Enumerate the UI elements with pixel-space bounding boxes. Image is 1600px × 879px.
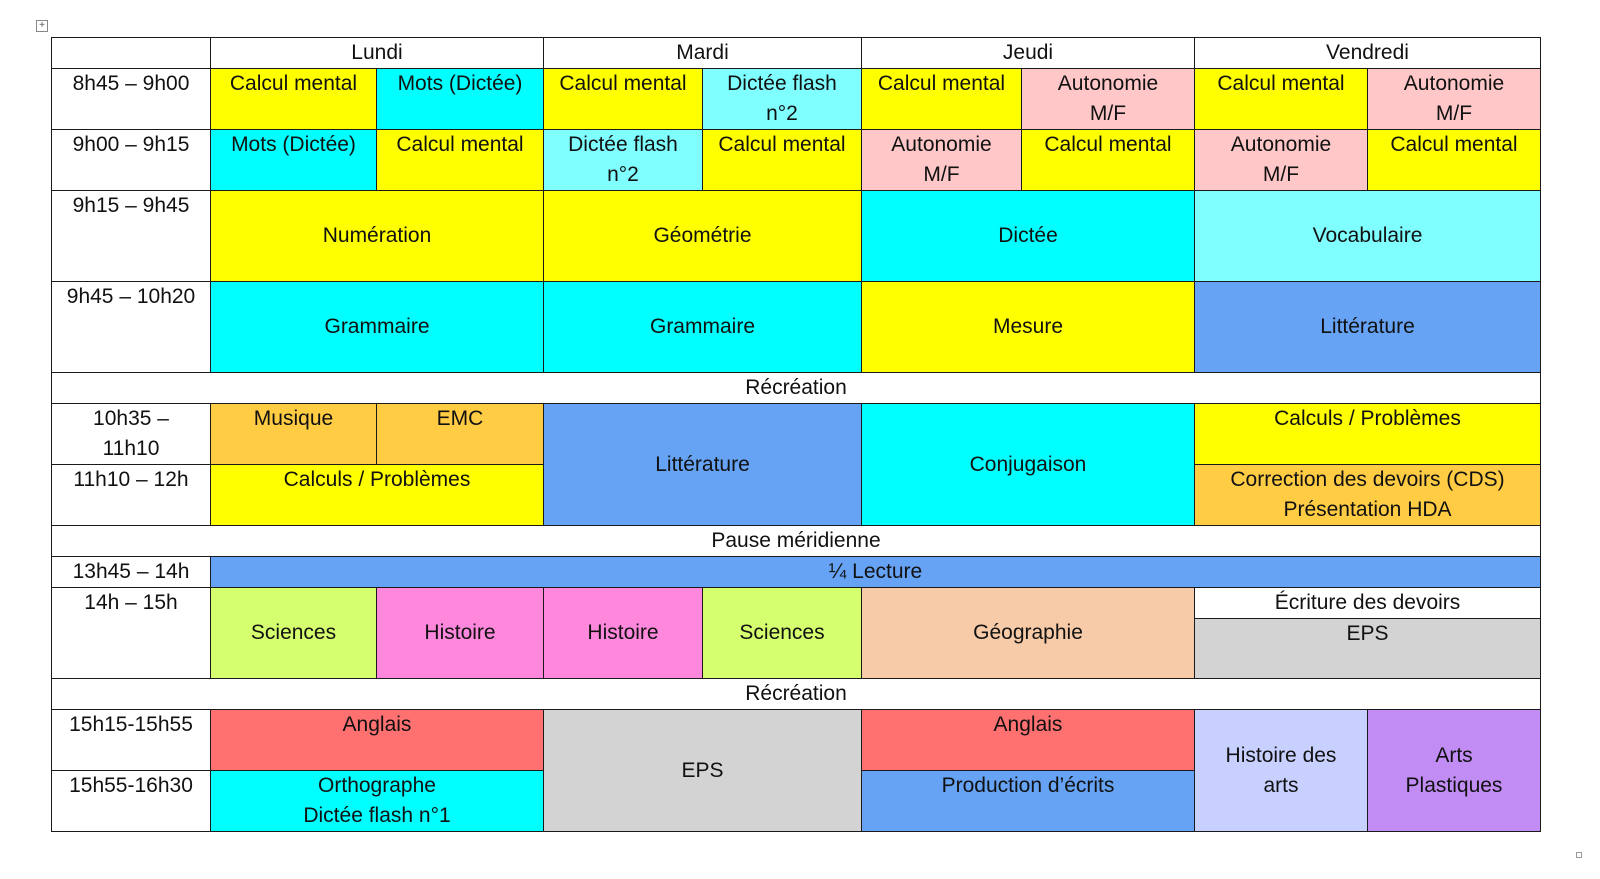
time-cell: 10h35 – 11h10 <box>51 403 211 465</box>
cell-vendredi-arts-plastiques: Arts Plastiques <box>1367 709 1541 832</box>
time-cell: 15h15-15h55 <box>51 709 211 771</box>
cell-jeudi-calcul-mental: Calcul mental <box>1021 129 1195 191</box>
cell-lundi-histoire: Histoire <box>376 587 544 679</box>
header-row: Lundi Mardi Jeudi Vendredi <box>51 37 1541 69</box>
cell-lundi-orthographe: Orthographe Dictée flash n°1 <box>210 770 544 832</box>
cell-vendredi-eps: EPS <box>1194 618 1541 679</box>
cell-mardi-dictee-flash: Dictée flash n°2 <box>543 129 703 191</box>
day-header-vendredi: Vendredi <box>1194 37 1541 69</box>
cell-jeudi-mesure: Mesure <box>861 281 1195 373</box>
table-move-handle-icon[interactable]: + <box>36 20 48 32</box>
row-15h55: 15h55-16h30 Orthographe Dictée flash n°1… <box>51 770 1541 832</box>
time-cell: 8h45 – 9h00 <box>51 68 211 130</box>
row-14h-sub: EPS <box>52 618 1541 679</box>
row-pause-meridienne: Pause méridienne <box>51 525 1541 557</box>
cell-mardi-geometrie: Géométrie <box>543 190 862 282</box>
cell-vendredi-calculs-problemes: Calculs / Problèmes <box>1194 403 1541 465</box>
cell-vendredi-correction-devoirs: Correction des devoirs (CDS) Présentatio… <box>1194 464 1541 526</box>
cell-mardi-eps: EPS <box>543 709 862 832</box>
time-cell: 9h00 – 9h15 <box>51 129 211 191</box>
time-cell: 9h15 – 9h45 <box>51 190 211 282</box>
cell-jeudi-conjugaison: Conjugaison <box>861 403 1195 526</box>
cell-mardi-grammaire: Grammaire <box>543 281 862 373</box>
cell-lundi-calcul-mental: Calcul mental <box>376 129 544 191</box>
row-9h45: 9h45 – 10h20 Grammaire Grammaire Mesure … <box>51 281 1541 373</box>
row-11h10: 11h10 – 12h Calculs / Problèmes Correcti… <box>51 464 1541 526</box>
cell-jeudi-anglais: Anglais <box>861 709 1195 771</box>
cell-mardi-calcul-mental: Calcul mental <box>543 68 703 130</box>
cell-vendredi-autonomie: Autonomie M/F <box>1194 129 1368 191</box>
row-14h: 14h – 15h Sciences Histoire Histoire Sci… <box>51 587 1541 679</box>
cell-vendredi-autonomie: Autonomie M/F <box>1367 68 1541 130</box>
cell-jeudi-autonomie: Autonomie M/F <box>1021 68 1195 130</box>
cell-jeudi-autonomie: Autonomie M/F <box>861 129 1022 191</box>
time-cell[interactable]: 15h55-16h30 <box>51 770 211 832</box>
time-cell: 13h45 – 14h <box>51 556 211 588</box>
break-recreation: Récréation <box>51 678 1541 710</box>
cell-jeudi-geographie: Géographie <box>861 587 1195 679</box>
row-recreation-afternoon: Récréation <box>51 678 1541 710</box>
day-header-lundi: Lundi <box>210 37 544 69</box>
table-resize-handle-icon[interactable] <box>1576 852 1582 858</box>
corner-cell <box>51 37 211 69</box>
cell-lundi-calculs-problemes: Calculs / Problèmes <box>210 464 544 526</box>
cell-vendredi-histoire-arts: Histoire des arts <box>1194 709 1368 832</box>
time-cell: 14h – 15h <box>51 587 211 679</box>
cell-vendredi-calcul-mental: Calcul mental <box>1194 68 1368 130</box>
cell-vendredi-litterature: Littérature <box>1194 281 1541 373</box>
row-9h00: 9h00 – 9h15 Mots (Dictée) Calcul mental … <box>51 129 1541 191</box>
break-recreation: Récréation <box>51 372 1541 404</box>
cell-lundi-emc: EMC <box>376 403 544 465</box>
row-8h45: 8h45 – 9h00 Calcul mental Mots (Dictée) … <box>51 68 1541 130</box>
cell-lundi-anglais: Anglais <box>210 709 544 771</box>
break-pause-meridienne: Pause méridienne <box>51 525 1541 557</box>
cell-lundi-calcul-mental: Calcul mental <box>210 68 377 130</box>
cell-lundi-grammaire: Grammaire <box>210 281 544 373</box>
cell-jeudi-calcul-mental: Calcul mental <box>861 68 1022 130</box>
day-header-mardi: Mardi <box>543 37 862 69</box>
timetable: Lundi Mardi Jeudi Vendredi 8h45 – 9h00 C… <box>51 37 1541 832</box>
cell-lundi-numeration: Numération <box>210 190 544 282</box>
cell-jeudi-production-ecrits: Production d’écrits <box>861 770 1195 832</box>
cell-mardi-sciences: Sciences <box>702 587 862 679</box>
cell-lundi-mots-dictee: Mots (Dictée) <box>210 129 377 191</box>
day-header-jeudi: Jeudi <box>861 37 1195 69</box>
time-cell: 11h10 – 12h <box>51 464 211 526</box>
time-cell: 9h45 – 10h20 <box>51 281 211 373</box>
cell-lundi-sciences: Sciences <box>210 587 377 679</box>
cell-mardi-litterature: Littérature <box>543 403 862 526</box>
row-13h45: 13h45 – 14h ¼ Lecture <box>51 556 1541 588</box>
cell-vendredi-vocabulaire: Vocabulaire <box>1194 190 1541 282</box>
cell-mardi-histoire: Histoire <box>543 587 703 679</box>
cell-mardi-dictee-flash: Dictée flash n°2 <box>702 68 862 130</box>
cell-lundi-mots-dictee: Mots (Dictée) <box>376 68 544 130</box>
row-recreation-morning: Récréation <box>51 372 1541 404</box>
row-10h35: 10h35 – 11h10 Musique EMC Littérature Co… <box>51 403 1541 526</box>
cell-vendredi-calcul-mental: Calcul mental <box>1367 129 1541 191</box>
row-9h15: 9h15 – 9h45 Numération Géométrie Dictée … <box>51 190 1541 282</box>
cell-lundi-musique: Musique <box>210 403 377 465</box>
cell-vendredi-ecriture-devoirs: Écriture des devoirs <box>1194 587 1541 619</box>
cell-jeudi-dictee: Dictée <box>861 190 1195 282</box>
cell-quart-lecture: ¼ Lecture <box>210 556 1541 588</box>
cell-mardi-calcul-mental: Calcul mental <box>702 129 862 191</box>
row-15h15: 15h15-15h55 Anglais EPS Anglais Histoire… <box>51 709 1541 832</box>
